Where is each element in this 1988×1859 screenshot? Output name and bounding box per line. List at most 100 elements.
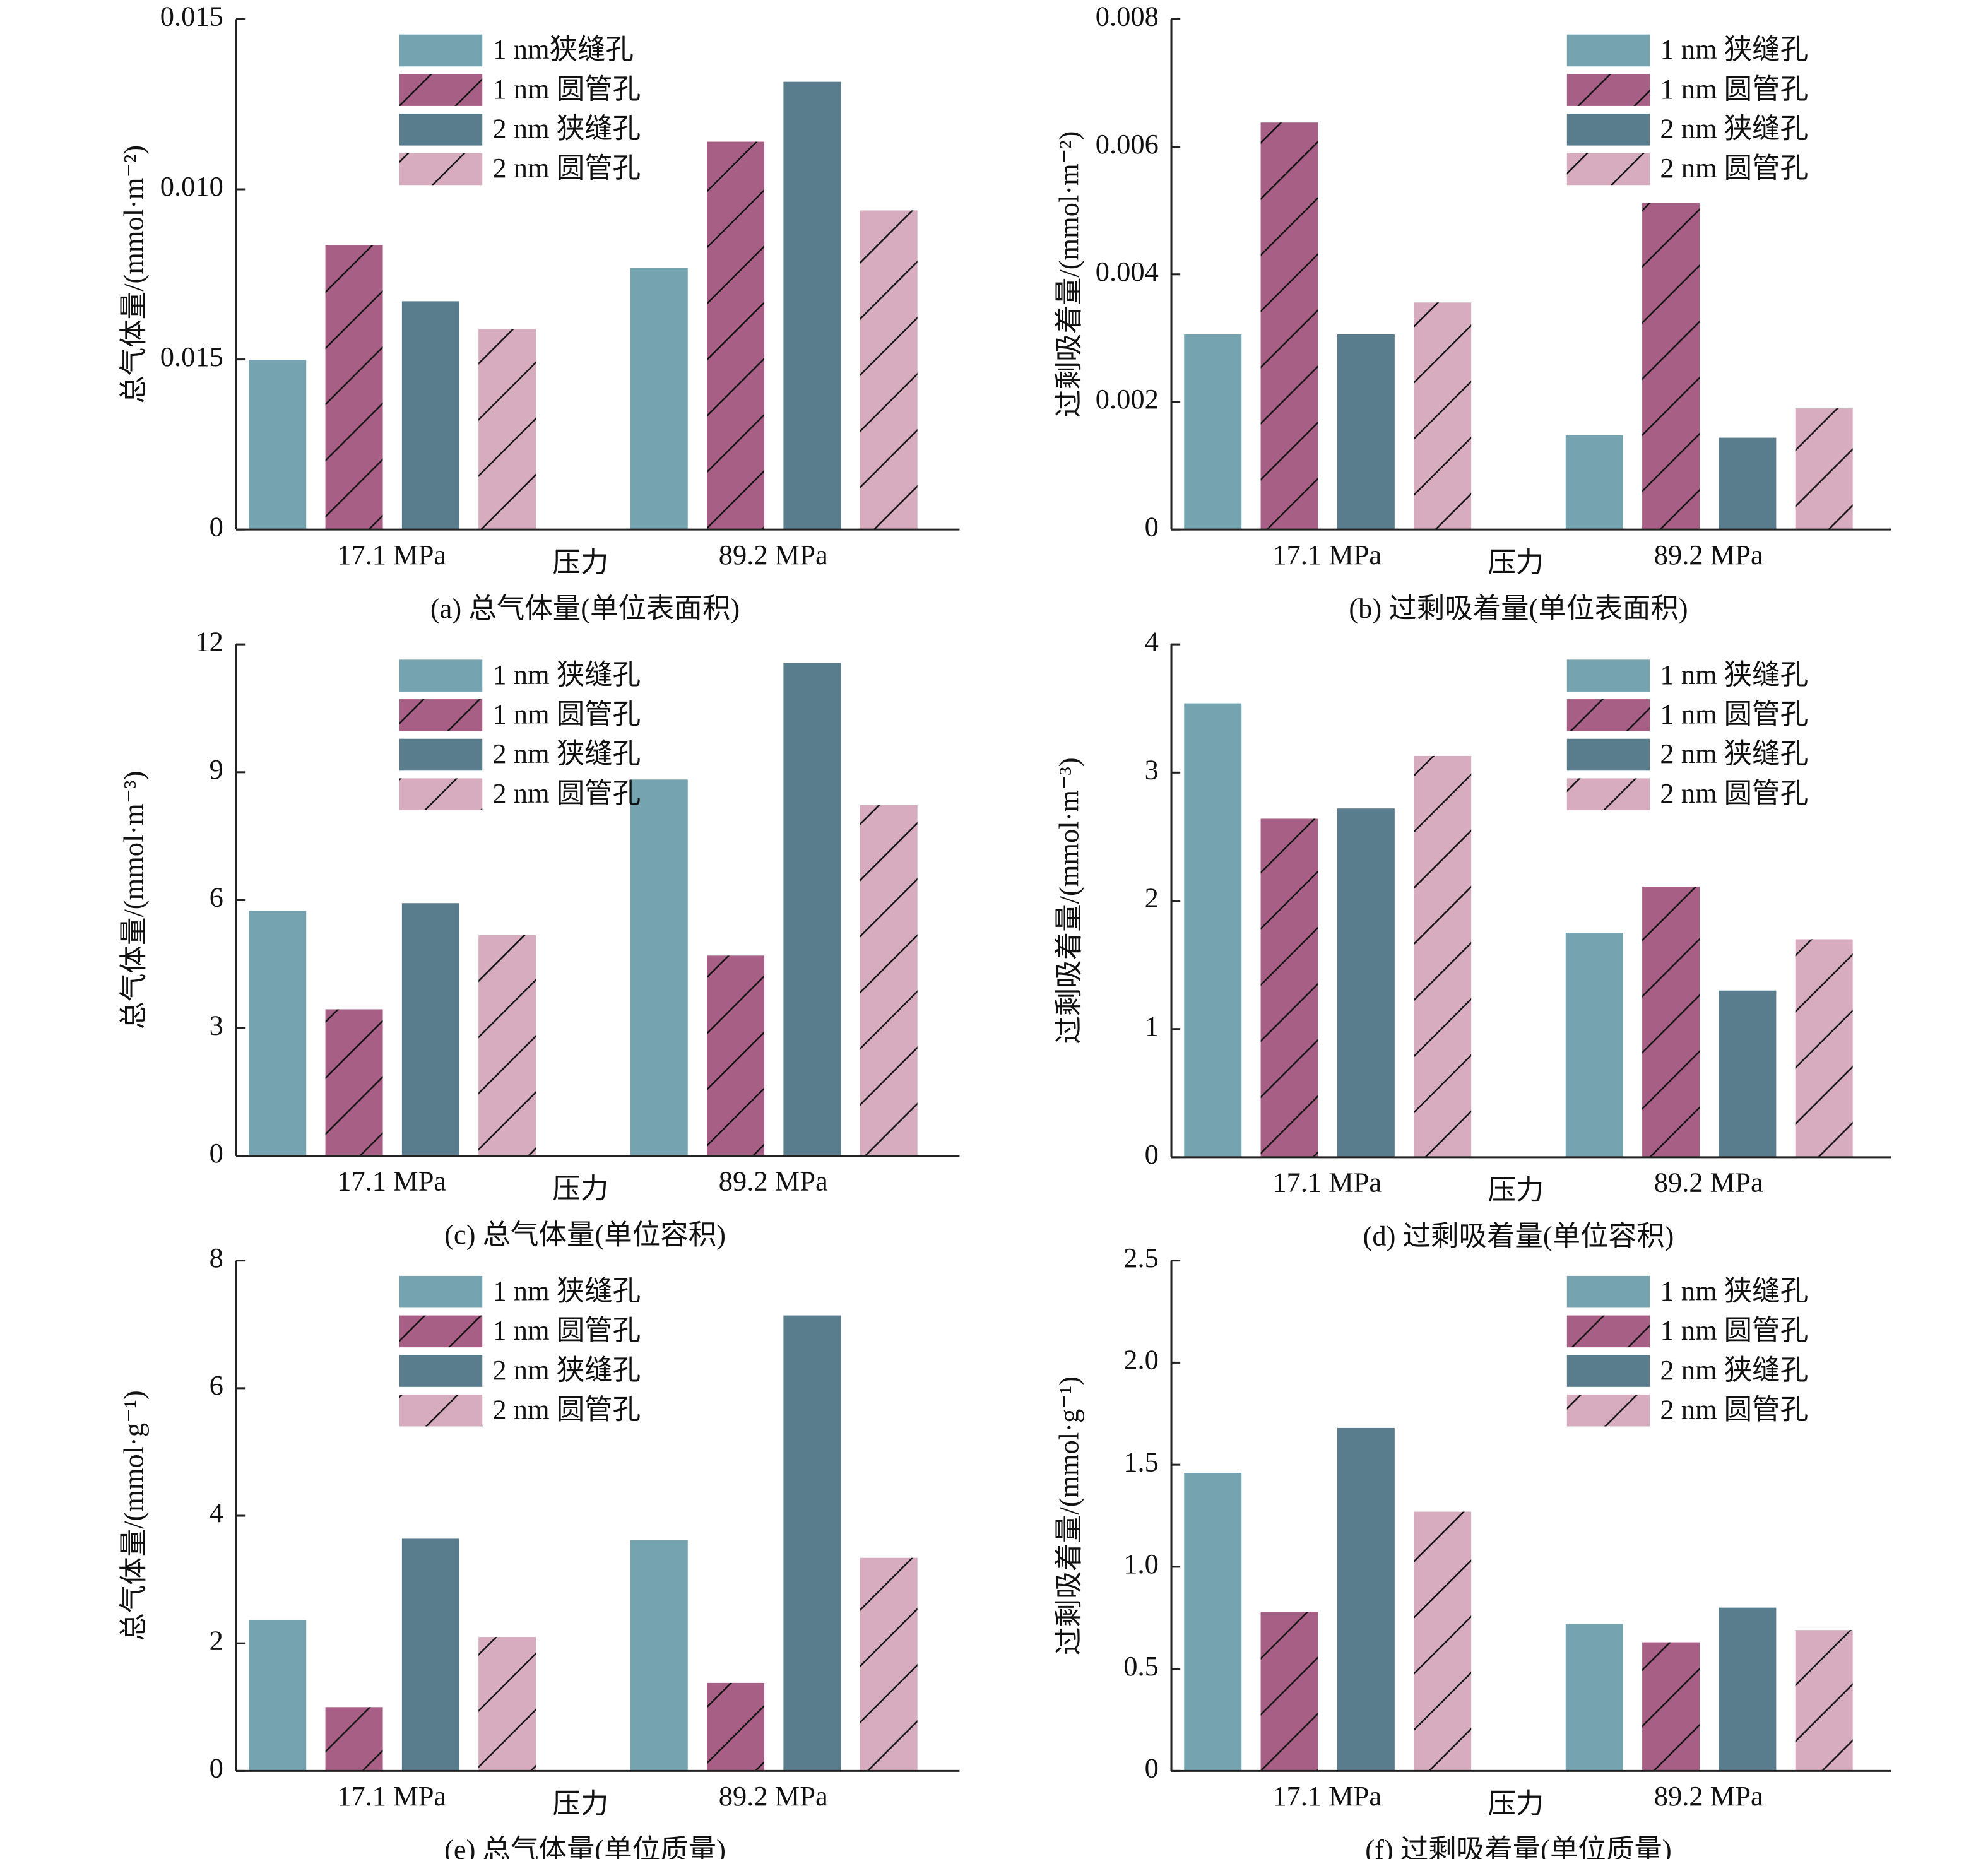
bar: [401, 1538, 459, 1771]
x-axis-label: 压力: [552, 546, 608, 578]
bar: [707, 955, 765, 1156]
legend-swatch: [399, 659, 483, 692]
caption: (a) 总气体量(单位表面积): [430, 593, 740, 624]
bar: [1184, 334, 1242, 530]
bar: [1414, 755, 1472, 1157]
bar: [630, 779, 688, 1156]
y-axis-label: 总气体量/(mmol·m⁻²): [118, 145, 150, 404]
x-tick-label: 89.2 MPa: [1654, 1780, 1763, 1812]
bar: [1719, 437, 1777, 530]
y-tick-label: 0.5: [1123, 1650, 1159, 1682]
caption: (e) 总气体量(单位质量): [444, 1834, 726, 1859]
legend-swatch: [1566, 34, 1650, 67]
y-axis-label: 总气体量/(mmol·m⁻³): [118, 771, 150, 1030]
legend-swatch: [399, 1315, 483, 1348]
bar: [401, 301, 459, 530]
legend-swatch: [1566, 153, 1650, 186]
bar: [478, 329, 536, 530]
legend-swatch: [1566, 1275, 1650, 1308]
bar: [1337, 334, 1395, 530]
y-axis-label: 过剩吸着量/(mmol·g⁻¹): [1053, 1376, 1085, 1655]
x-tick-label: 89.2 MPa: [719, 1780, 828, 1812]
bar: [1642, 1642, 1700, 1771]
bar: [249, 911, 307, 1156]
bar: [860, 1557, 918, 1771]
bar: [630, 1540, 688, 1771]
x-tick-label: 17.1 MPa: [337, 539, 446, 570]
bar: [1565, 933, 1623, 1157]
legend-label: 1 nm 圆管孔: [492, 699, 641, 730]
caption: (d) 过剩吸着量(单位容积): [1363, 1220, 1674, 1251]
y-tick-label: 3: [210, 1009, 223, 1041]
bar: [325, 245, 383, 530]
legend-swatch: [399, 34, 483, 67]
bar: [1642, 887, 1700, 1157]
bar: [1565, 435, 1623, 530]
y-tick-label: 3: [1145, 754, 1159, 786]
bar: [1719, 1607, 1777, 1771]
x-axis-label: 压力: [1488, 546, 1544, 578]
legend-swatch: [1566, 778, 1650, 810]
legend-label: 2 nm 狭缝孔: [492, 738, 641, 769]
x-tick-label: 17.1 MPa: [337, 1166, 446, 1197]
legend-label: 1 nm 圆管孔: [1660, 1314, 1808, 1346]
bar: [1719, 990, 1777, 1157]
y-tick-label: 6: [210, 882, 223, 913]
y-tick-label: 0.002: [1096, 383, 1159, 415]
y-tick-label: 0.010: [160, 170, 223, 202]
legend-swatch: [399, 1275, 483, 1308]
legend-label: 2 nm 圆管孔: [492, 152, 641, 184]
bar: [1337, 1427, 1395, 1771]
bar: [707, 1682, 765, 1771]
x-axis-label: 压力: [1488, 1788, 1544, 1819]
legend-label: 1 nm 狭缝孔: [1660, 1275, 1808, 1306]
bar: [1184, 1473, 1242, 1771]
legend-label: 1 nm 狭缝孔: [1660, 33, 1808, 65]
bar: [478, 1637, 536, 1771]
y-tick-label: 0: [1145, 1138, 1159, 1170]
y-axis-label: 过剩吸着量/(mmol·m⁻³): [1053, 757, 1085, 1044]
bar: [1414, 302, 1472, 530]
y-tick-label: 1.5: [1123, 1446, 1159, 1477]
y-tick-label: 2: [210, 1624, 223, 1656]
x-tick-label: 89.2 MPa: [1654, 1167, 1763, 1198]
legend-swatch: [399, 699, 483, 731]
y-tick-label: 0: [1145, 510, 1159, 542]
bar: [860, 210, 918, 530]
bar: [1795, 1630, 1853, 1771]
bar: [249, 360, 307, 530]
y-tick-label: 8: [210, 1242, 223, 1273]
y-tick-label: 2.0: [1123, 1344, 1159, 1376]
y-tick-label: 0.004: [1096, 256, 1159, 287]
bar: [1260, 122, 1318, 530]
bar: [783, 81, 841, 530]
x-tick-label: 17.1 MPa: [1272, 539, 1382, 570]
y-tick-label: 0: [1145, 1752, 1159, 1784]
bar: [249, 1620, 307, 1771]
y-tick-label: 0.008: [1096, 1, 1159, 32]
x-tick-label: 17.1 MPa: [1272, 1167, 1382, 1198]
bar: [707, 141, 765, 530]
y-tick-label: 12: [195, 625, 223, 657]
bar: [860, 805, 918, 1156]
caption: (f) 过剩吸着量(单位质量): [1365, 1834, 1671, 1859]
x-axis-label: 压力: [1488, 1174, 1544, 1206]
legend-label: 2 nm 圆管孔: [1660, 777, 1808, 809]
legend-swatch: [1566, 1355, 1650, 1387]
legend-label: 1 nm狭缝孔: [492, 33, 634, 65]
x-axis-label: 压力: [552, 1788, 608, 1819]
bar: [1795, 939, 1853, 1157]
legend-label: 2 nm 狭缝孔: [1660, 113, 1808, 145]
legend-swatch: [399, 1394, 483, 1427]
bar: [1795, 408, 1853, 530]
legend-swatch: [399, 114, 483, 146]
y-tick-label: 4: [1145, 625, 1159, 657]
bar: [1565, 1624, 1623, 1771]
legend-swatch: [1566, 699, 1650, 731]
legend-label: 2 nm 圆管孔: [1660, 152, 1808, 184]
caption: (c) 总气体量(单位容积): [444, 1219, 726, 1250]
bar: [325, 1009, 383, 1156]
y-tick-label: 1.0: [1123, 1548, 1159, 1579]
legend-label: 1 nm 圆管孔: [1660, 73, 1808, 105]
legend-label: 2 nm 狭缝孔: [492, 1354, 641, 1386]
